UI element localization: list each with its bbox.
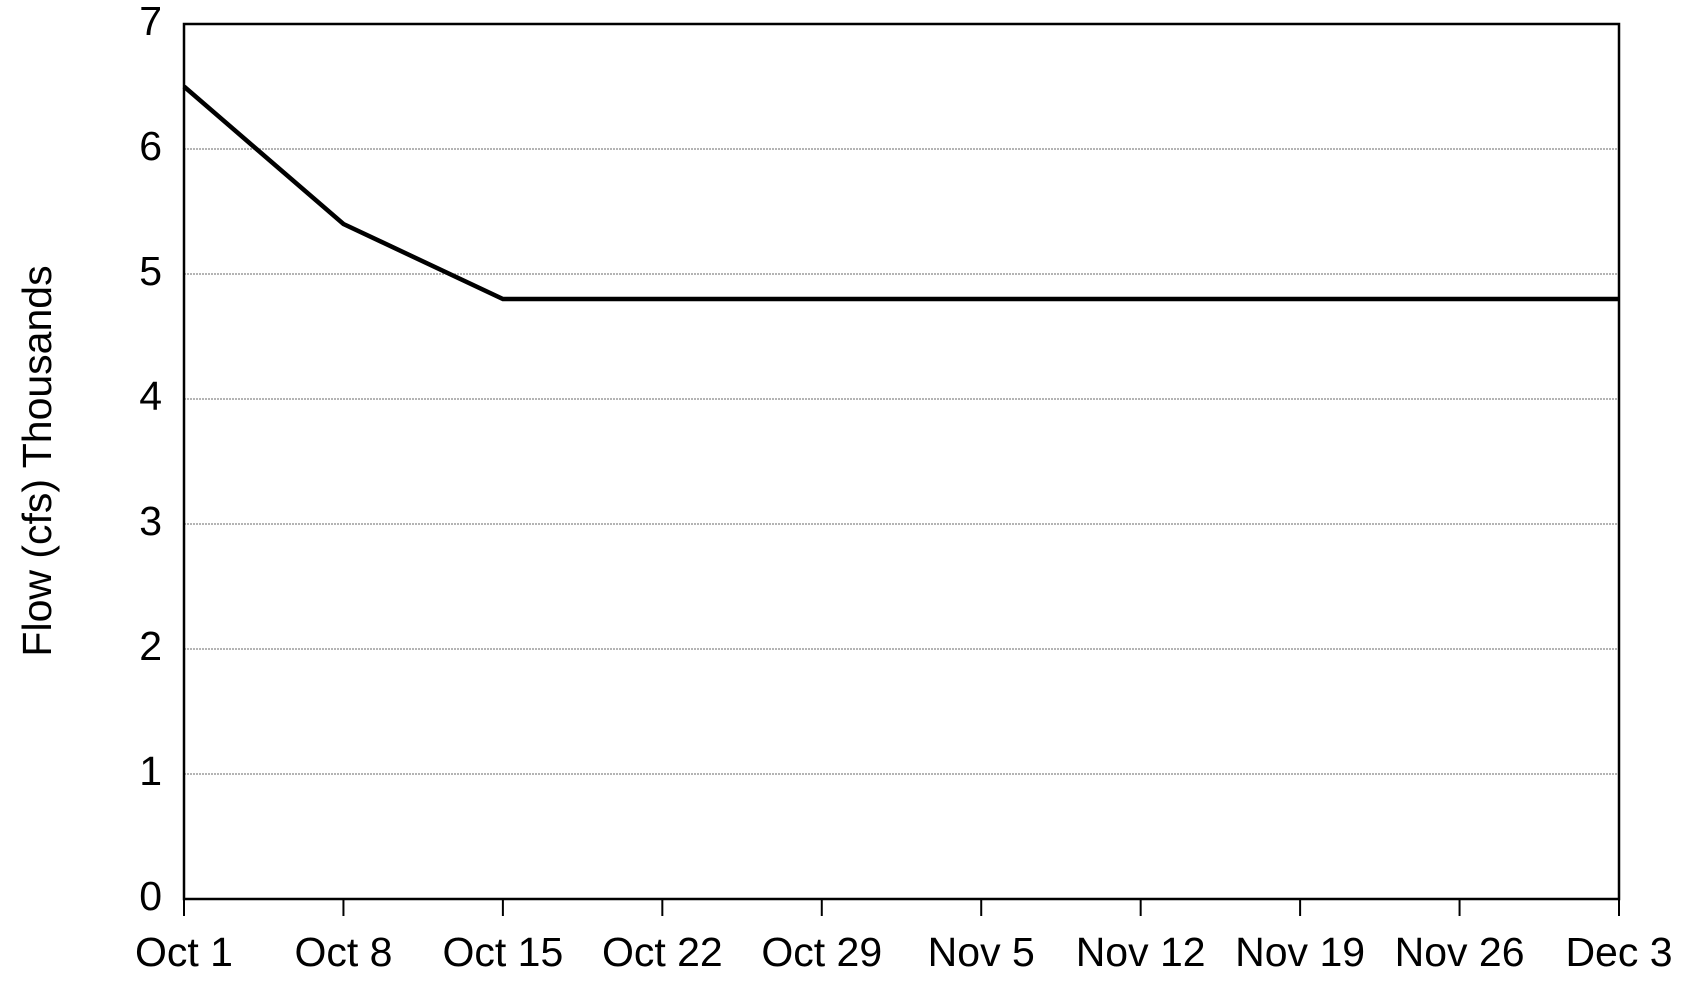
- x-tick-label: Nov 12: [1076, 929, 1206, 975]
- y-tick-label: 7: [139, 0, 162, 44]
- y-tick-label: 6: [139, 123, 162, 169]
- x-tick-label: Nov 19: [1235, 929, 1365, 975]
- x-tick-label: Oct 29: [761, 929, 882, 975]
- y-tick-label: 3: [139, 498, 162, 544]
- y-axis-label: Flow (cfs) Thousands: [14, 265, 60, 656]
- x-tick-label: Oct 22: [602, 929, 723, 975]
- x-tick-label: Oct 15: [442, 929, 563, 975]
- y-tick-label: 0: [139, 873, 162, 919]
- x-tick-label: Oct 1: [135, 929, 233, 975]
- y-tick-label: 4: [139, 373, 162, 419]
- y-tick-label: 2: [139, 623, 162, 669]
- x-tick-label: Dec 3: [1565, 929, 1672, 975]
- data-line: [182, 84, 1619, 302]
- x-tick-label: Nov 26: [1395, 929, 1525, 975]
- x-tick-label: Oct 8: [294, 929, 392, 975]
- x-tick-label: Nov 5: [928, 929, 1035, 975]
- y-tick-label: 5: [139, 248, 162, 294]
- y-tick-label: 1: [139, 748, 162, 794]
- plot-frame: [182, 22, 1621, 901]
